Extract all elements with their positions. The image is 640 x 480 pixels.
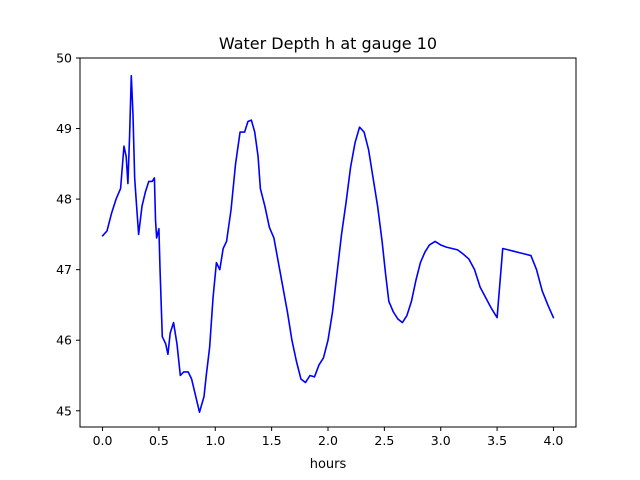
series-line-0	[101, 74, 555, 413]
y-tick-label: 48	[56, 192, 72, 207]
x-tick-label: 1.0	[205, 433, 225, 448]
x-tick-label: 0.5	[149, 433, 169, 448]
x-axis: 0.0 0.5 1.0 1.5 2.0 2.5 3.0 3.5 4.0	[93, 427, 564, 448]
x-tick-label: 3.0	[431, 433, 451, 448]
x-tick-label: 4.0	[544, 433, 564, 448]
y-axis: 45 46 47 48 49 50	[56, 51, 80, 418]
x-tick-label: 2.0	[318, 433, 338, 448]
chart-title: Water Depth h at gauge 10	[219, 34, 437, 53]
x-tick-label: 2.5	[374, 433, 394, 448]
x-axis-label: hours	[310, 457, 347, 472]
y-tick-label: 47	[56, 262, 72, 277]
y-tick-label: 45	[56, 403, 72, 418]
x-tick-label: 3.5	[487, 433, 507, 448]
x-tick-label: 1.5	[262, 433, 282, 448]
y-tick-label: 46	[56, 333, 72, 348]
y-tick-label: 49	[56, 121, 72, 136]
x-tick-label: 0.0	[93, 433, 113, 448]
y-tick-label: 50	[56, 51, 72, 66]
